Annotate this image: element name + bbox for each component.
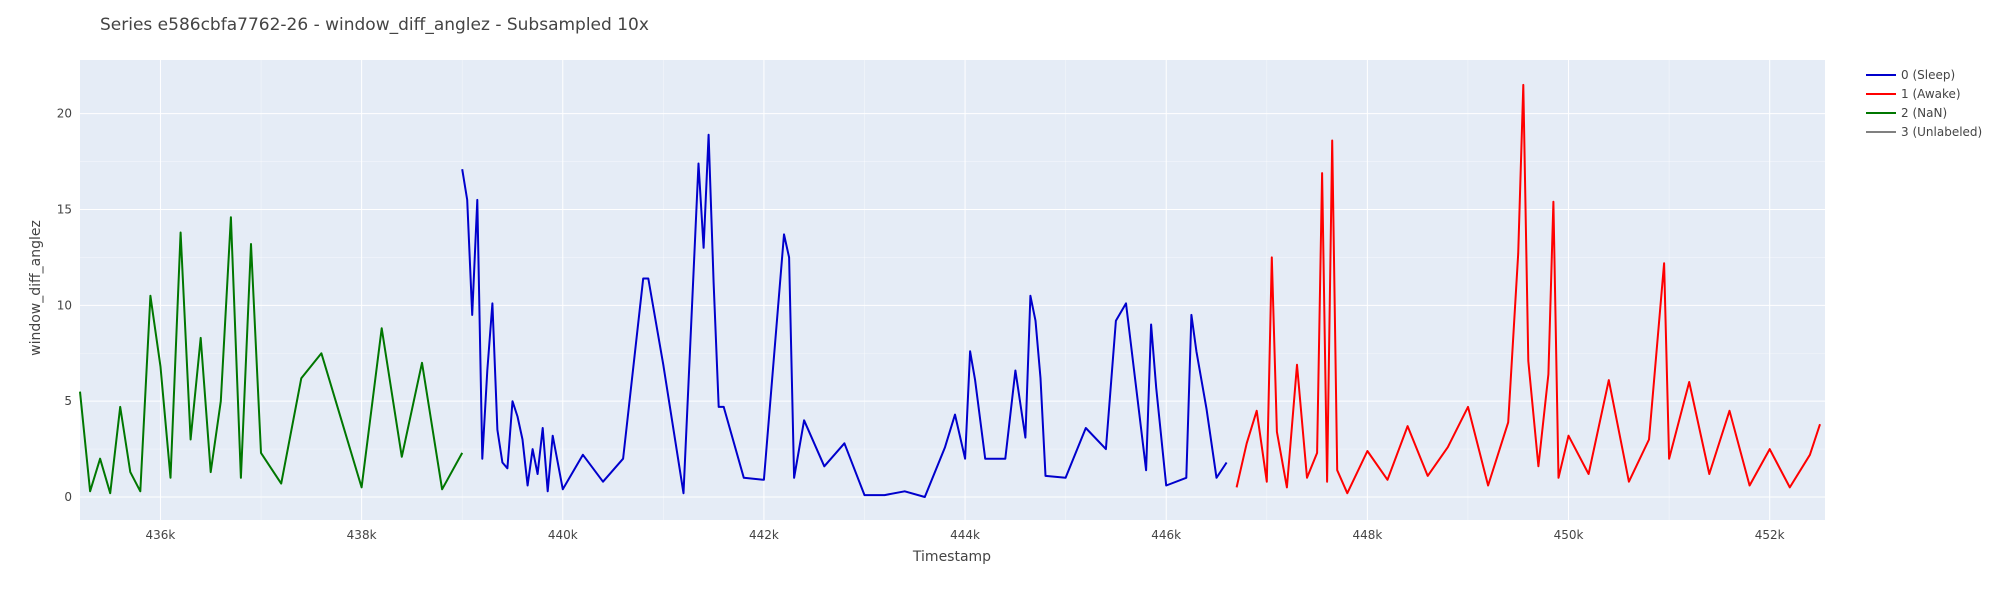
legend-entry: 1 (Awake) xyxy=(1901,87,1961,101)
legend-entry: 0 (Sleep) xyxy=(1901,68,1955,82)
series-line xyxy=(461,133,1228,498)
chart-title: Series e586cbfa7762-26 - window_diff_ang… xyxy=(100,15,649,35)
gridlines xyxy=(80,60,1825,520)
x-tick-label: 436k xyxy=(146,528,176,542)
x-tick-label: 452k xyxy=(1755,528,1785,542)
series-line xyxy=(79,216,464,495)
x-axis-ticks: 436k 438k 440k 442k 444k 446k 448k 450k 452k xyxy=(146,528,1785,542)
legend: 0 (Sleep) 1 (Awake) 2 (NaN) 3 (Unlabeled) xyxy=(1866,68,1982,139)
x-tick-label: 438k xyxy=(347,528,377,542)
legend-entry: 3 (Unlabeled) xyxy=(1901,125,1982,139)
minor-gridlines xyxy=(80,60,1825,520)
x-tick-label: 446k xyxy=(1151,528,1181,542)
x-tick-label: 450k xyxy=(1554,528,1584,542)
series-line xyxy=(1235,83,1821,495)
plot-area[interactable] xyxy=(80,60,1825,520)
series-layer xyxy=(79,83,1821,498)
y-tick-label: 5 xyxy=(64,394,72,408)
y-tick-label: 20 xyxy=(57,107,72,121)
x-axis-title: Timestamp xyxy=(912,549,991,565)
x-tick-label: 448k xyxy=(1352,528,1382,542)
y-axis-ticks: 0 5 10 15 20 xyxy=(57,107,72,504)
x-tick-label: 440k xyxy=(548,528,578,542)
y-tick-label: 0 xyxy=(64,490,72,504)
y-tick-label: 15 xyxy=(57,203,72,217)
x-tick-label: 444k xyxy=(950,528,980,542)
legend-entry: 2 (NaN) xyxy=(1901,106,1947,120)
y-axis-title: window_diff_anglez xyxy=(28,220,44,356)
y-tick-label: 10 xyxy=(57,298,72,312)
x-tick-label: 442k xyxy=(749,528,779,542)
